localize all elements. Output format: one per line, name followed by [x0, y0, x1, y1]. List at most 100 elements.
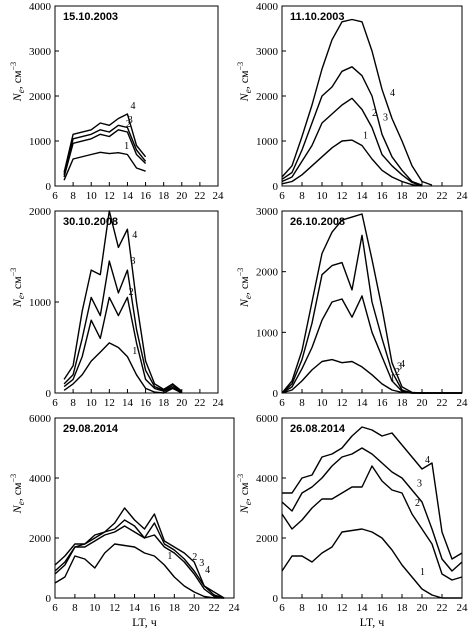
x-tick-label: 16 [377, 397, 389, 409]
series-label-1: 1 [132, 346, 137, 357]
x-tick-label: 20 [176, 397, 188, 409]
y-tick-label: 3000 [256, 46, 279, 58]
series-label-1: 1 [167, 551, 172, 562]
chart-panel: 6 8 10 12 14 16 18 20 22 24020004000600029.08.201… [9, 413, 240, 629]
x-tick-label: 22 [194, 397, 205, 409]
x-tick-label: 18 [397, 397, 409, 409]
series-label-4: 4 [130, 101, 135, 112]
x-tick-label: 22 [437, 602, 448, 614]
x-tick-label: 22 [209, 602, 220, 614]
x-tick-label: 22 [437, 397, 448, 409]
series-line-4 [63, 210, 183, 392]
y-tick-label: 6000 [256, 413, 279, 425]
series-line-4 [281, 18, 433, 186]
x-tick-label: 14 [357, 397, 369, 409]
series-label-3: 3 [199, 558, 204, 569]
series-line-2 [63, 296, 183, 393]
x-tick-label: 12 [337, 602, 348, 614]
series-label-1: 1 [124, 141, 129, 152]
y-tick-label: 6000 [29, 413, 52, 425]
series-line-4 [282, 426, 463, 560]
x-tick-label: 24 [457, 602, 469, 614]
x-tick-label: 16 [377, 602, 389, 614]
y-tick-label: 1000 [29, 136, 52, 148]
series-label-2: 2 [415, 498, 420, 509]
x-tick-label: 12 [109, 602, 120, 614]
series-label-2: 2 [395, 367, 400, 378]
y-tick-label: 4000 [256, 1, 279, 13]
y-axis-label: Ne, см−3 [236, 474, 253, 514]
chart-panel: 6 8 10 12 14 16 18 20 22 24010002000300026.10.200… [236, 206, 468, 409]
plot-frame [54, 417, 235, 599]
x-tick-label: 14 [122, 397, 134, 409]
y-tick-label: 0 [46, 181, 52, 193]
plot-frame [281, 417, 463, 599]
y-tick-label: 1000 [29, 297, 52, 309]
series-label-2: 2 [192, 552, 197, 563]
y-axis-label: Ne, см−3 [9, 268, 26, 308]
series-label-2: 2 [126, 119, 131, 130]
y-tick-label: 2000 [29, 91, 52, 103]
series-line-1 [281, 528, 462, 599]
x-tick-label: 14 [357, 602, 369, 614]
panel-date: 15.10.2003 [63, 11, 118, 23]
x-tick-label: 6 [279, 190, 285, 202]
series-line-4 [54, 507, 225, 599]
x-tick-label: 14 [129, 602, 141, 614]
series-line-2 [281, 295, 462, 394]
x-tick-label: 6 [52, 602, 58, 614]
x-tick-label: 12 [104, 397, 115, 409]
series-line-1 [281, 139, 423, 187]
series-line-2 [281, 465, 463, 581]
x-tick-label: 16 [140, 397, 152, 409]
x-tick-label: 10 [317, 397, 329, 409]
x-tick-label: 10 [317, 602, 329, 614]
series-label-3: 3 [130, 256, 135, 267]
y-axis-label: Ne, см−3 [9, 474, 26, 514]
series-line-4 [281, 213, 462, 394]
panel-date: 11.10.2003 [290, 11, 344, 23]
y-tick-label: 2000 [256, 91, 279, 103]
y-tick-label: 0 [273, 388, 279, 400]
series-label-1: 1 [363, 130, 368, 141]
x-tick-label: 8 [299, 602, 305, 614]
x-tick-label: 8 [299, 190, 305, 202]
x-tick-label: 14 [357, 190, 369, 202]
x-tick-label: 8 [72, 602, 78, 614]
x-tick-label: 24 [457, 190, 469, 202]
series-label-4: 4 [425, 455, 430, 466]
x-tick-label: 6 [52, 397, 58, 409]
y-tick-label: 2000 [256, 267, 279, 279]
x-tick-label: 12 [337, 190, 348, 202]
y-tick-label: 2000 [256, 533, 279, 545]
x-tick-label: 8 [299, 397, 305, 409]
y-tick-label: 0 [273, 181, 279, 193]
y-tick-label: 0 [273, 593, 279, 605]
x-tick-label: 18 [397, 190, 409, 202]
series-label-4: 4 [205, 565, 210, 576]
series-line-1 [281, 358, 462, 394]
x-axis-label: LT, ч [360, 615, 385, 629]
panel-date: 29.08.2014 [63, 423, 119, 435]
x-tick-label: 20 [417, 602, 429, 614]
y-tick-label: 2000 [29, 533, 52, 545]
y-tick-label: 0 [46, 593, 52, 605]
series-label-4: 4 [390, 88, 395, 99]
chart-panel: 6 8 10 12 14 16 18 20 22 240100020003000400015.10… [9, 1, 224, 202]
chart-panel: 6 8 10 12 14 16 18 20 22 2401000200030.10.2008Ne,… [9, 206, 224, 409]
plot-frame [281, 210, 463, 394]
series-line-1 [63, 342, 183, 394]
y-axis-label: Ne, см−3 [9, 62, 26, 102]
x-tick-label: 18 [158, 190, 170, 202]
y-tick-label: 4000 [29, 473, 52, 485]
series-line-1 [54, 543, 225, 599]
x-tick-label: 6 [279, 602, 285, 614]
x-tick-label: 24 [457, 397, 469, 409]
x-tick-label: 12 [104, 190, 115, 202]
panel-date: 26.10.2008 [290, 216, 345, 228]
x-tick-label: 10 [86, 190, 98, 202]
x-tick-label: 20 [417, 397, 429, 409]
series-line-1 [63, 151, 146, 181]
x-tick-label: 18 [158, 397, 170, 409]
